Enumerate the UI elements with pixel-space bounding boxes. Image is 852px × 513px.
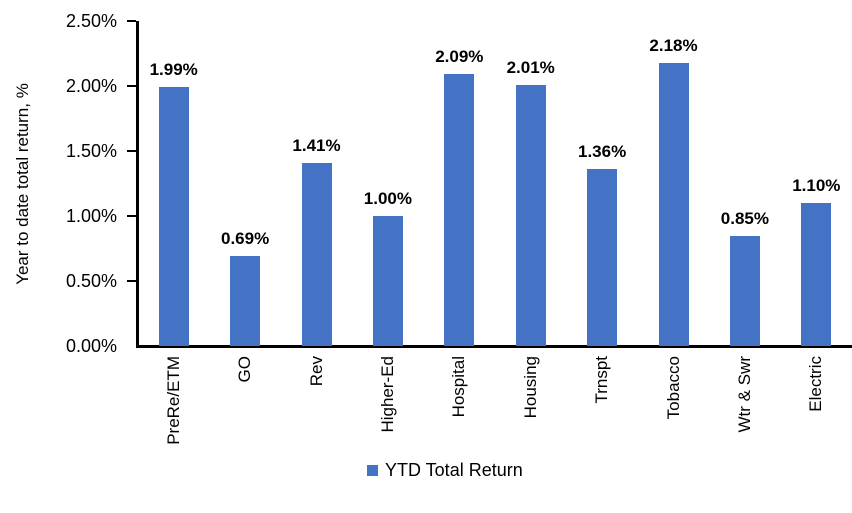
x-axis-line <box>136 345 852 348</box>
bar-value-label: 1.99% <box>149 60 198 80</box>
x-axis-label: Electric <box>806 356 826 412</box>
y-tick-mark <box>127 19 136 23</box>
y-tick-mark <box>127 214 136 218</box>
y-tick-label: 2.00% <box>65 76 117 96</box>
legend: YTD Total Return <box>367 460 523 480</box>
y-tick-mark <box>127 279 136 283</box>
bar-value-label: 2.01% <box>506 57 555 77</box>
x-axis-label: Higher-Ed <box>377 356 397 433</box>
bar-value-label: 2.18% <box>649 35 698 55</box>
x-axis-label: Wtr & Swr <box>734 356 754 433</box>
bar <box>658 62 689 346</box>
y-axis-line <box>136 21 139 347</box>
bar-value-label: 0.69% <box>220 229 270 249</box>
x-axis-label: PreRe/ETM <box>163 356 183 445</box>
bar <box>801 203 832 346</box>
bar <box>444 74 475 346</box>
y-tick-label: 2.50% <box>65 11 117 31</box>
y-tick-label: 0.50% <box>65 271 117 291</box>
x-axis-label: Trnspt <box>592 356 612 404</box>
bar-value-label: 1.36% <box>577 142 627 162</box>
y-tick-label: 1.50% <box>65 141 117 161</box>
x-axis-label: GO <box>235 356 255 383</box>
bar-value-label: 0.85% <box>720 208 769 228</box>
bar-value-label: 1.00% <box>363 189 412 208</box>
bar <box>158 87 189 346</box>
bar <box>301 162 332 346</box>
bar <box>515 84 546 346</box>
bar <box>729 235 760 346</box>
y-axis-title: Year to date total return, % <box>13 83 32 285</box>
legend-label: YTD Total Return <box>385 460 523 480</box>
bar <box>230 256 261 346</box>
y-tick-label: 0.00% <box>65 336 117 356</box>
x-axis-label: Tobacco <box>663 356 683 420</box>
y-tick-mark <box>127 149 136 153</box>
bar-value-label: 1.10% <box>792 176 841 195</box>
bar <box>372 216 403 346</box>
legend-swatch-icon <box>367 464 378 476</box>
bar-value-label: 1.41% <box>292 135 341 155</box>
x-axis-label: Housing <box>520 356 540 419</box>
x-axis-label: Hospital <box>449 356 469 418</box>
bar <box>587 169 618 346</box>
x-axis-label: Rev <box>306 356 326 387</box>
y-tick-mark <box>127 84 136 88</box>
y-tick-label: 1.00% <box>65 206 117 226</box>
bar-value-label: 2.09% <box>435 47 484 67</box>
